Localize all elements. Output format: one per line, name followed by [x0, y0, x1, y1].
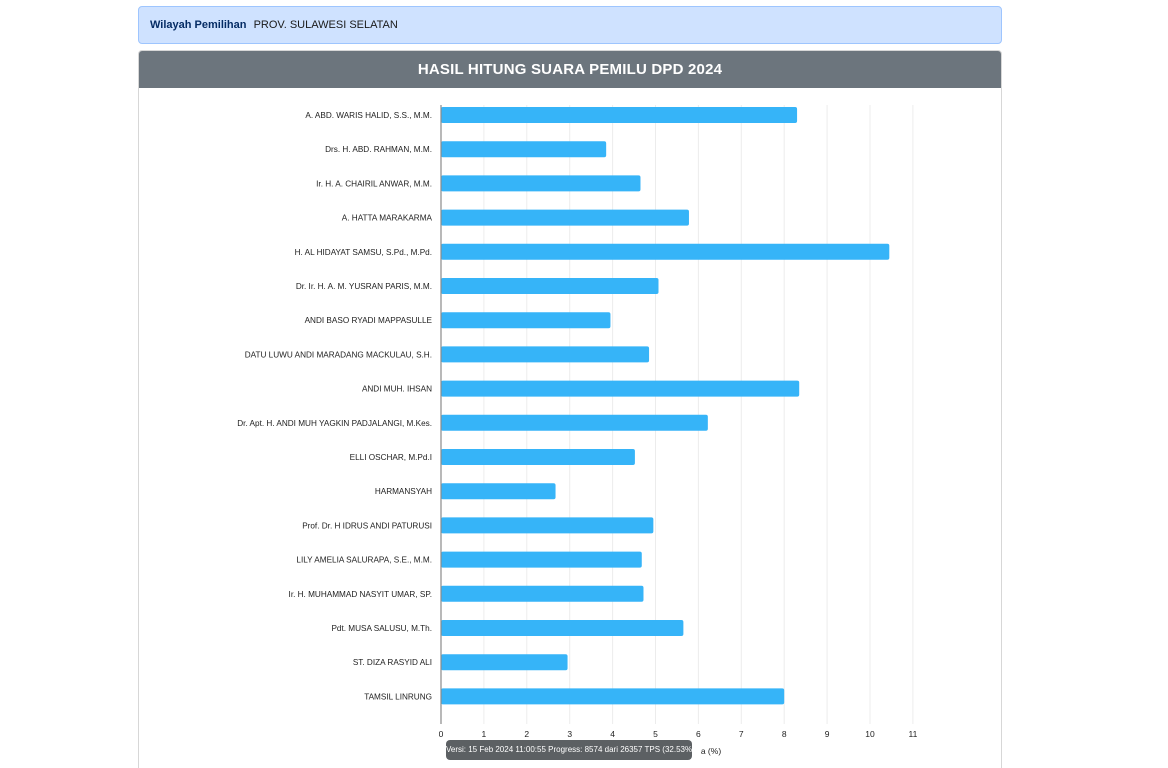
category-label: Ir. H. A. CHAIRIL ANWAR, M.M. — [316, 179, 432, 188]
bar — [441, 414, 708, 431]
bar — [441, 312, 611, 329]
region-info-box: Wilayah Pemilihan PROV. SULAWESI SELATAN — [138, 6, 1002, 44]
bar — [441, 346, 650, 363]
category-label: H. AL HIDAYAT SAMSU, S.Pd., M.Pd. — [295, 248, 432, 257]
bar — [441, 688, 785, 705]
chart-area: A. ABD. WARIS HALID, S.S., M.M. Drs. H. A… — [139, 88, 1001, 768]
x-tick-label: 5 — [653, 729, 658, 739]
x-axis-label: a (%) — [701, 746, 721, 756]
bar — [441, 175, 641, 192]
x-tick-label: 9 — [825, 729, 830, 739]
category-label: ANDI MUH. IHSAN — [362, 385, 432, 394]
x-tick-label: 0 — [439, 729, 444, 739]
category-label: ANDI BASO RYADI MAPPASULLE — [305, 316, 433, 325]
region-value: PROV. SULAWESI SELATAN — [253, 19, 398, 31]
bar — [441, 380, 800, 397]
region-label: Wilayah Pemilihan — [150, 19, 247, 31]
bar — [441, 517, 654, 534]
x-tick-label: 3 — [567, 729, 572, 739]
category-label: ELLI OSCHAR, M.Pd.I — [350, 453, 432, 462]
category-label: Drs. H. ABD. RAHMAN, M.M. — [325, 145, 432, 154]
bar — [441, 585, 644, 602]
bar — [441, 449, 635, 465]
bar-chart: A. ABD. WARIS HALID, S.S., M.M. Drs. H. A… — [237, 105, 918, 756]
category-label: Prof. Dr. H IDRUS ANDI PATURUSI — [302, 521, 432, 530]
category-label: A. HATTA MARAKARMA — [342, 214, 433, 223]
x-tick-label: 1 — [482, 729, 487, 739]
bar — [441, 278, 659, 294]
category-label: DATU LUWU ANDI MARADANG MACKULAU, S.H. — [245, 350, 432, 359]
category-label: A. ABD. WARIS HALID, S.S., M.M. — [305, 111, 432, 120]
x-tick-label: 11 — [908, 729, 917, 739]
bar — [441, 620, 684, 636]
bar — [441, 141, 607, 158]
category-label: Pdt. MUSA SALUSU, M.Th. — [331, 624, 432, 633]
progress-tooltip: Versi: 15 Feb 2024 11:00:55 Progress: 85… — [446, 740, 695, 760]
bar — [441, 209, 689, 226]
bar — [441, 483, 556, 500]
category-label: ST. DIZA RASYID ALI — [353, 658, 432, 667]
results-card: HASIL HITUNG SUARA PEMILU DPD 2024 A. AB… — [138, 50, 1002, 768]
bar — [441, 243, 890, 260]
category-label: Dr. Ir. H. A. M. YUSRAN PARIS, M.M. — [296, 282, 432, 291]
category-label: Ir. H. MUHAMMAD NASYIT UMAR, SP. — [289, 590, 432, 599]
bar — [441, 107, 798, 123]
x-tick-label: 4 — [610, 729, 615, 739]
x-tick-label: 6 — [696, 729, 701, 739]
x-tick-label: 8 — [782, 729, 787, 739]
x-tick-label: 10 — [865, 729, 875, 739]
card-title: HASIL HITUNG SUARA PEMILU DPD 2024 — [139, 51, 1001, 88]
bar — [441, 654, 568, 671]
category-label: Dr. Apt. H. ANDI MUH YAGKIN PADJALANGI, … — [237, 419, 432, 428]
x-tick-label: 7 — [739, 729, 744, 739]
category-label: HARMANSYAH — [375, 487, 432, 496]
category-label: LILY AMELIA SALURAPA, S.E., M.M. — [296, 556, 432, 565]
bar — [441, 551, 642, 568]
x-tick-label: 2 — [524, 729, 529, 739]
category-label: TAMSIL LINRUNG — [364, 692, 432, 701]
